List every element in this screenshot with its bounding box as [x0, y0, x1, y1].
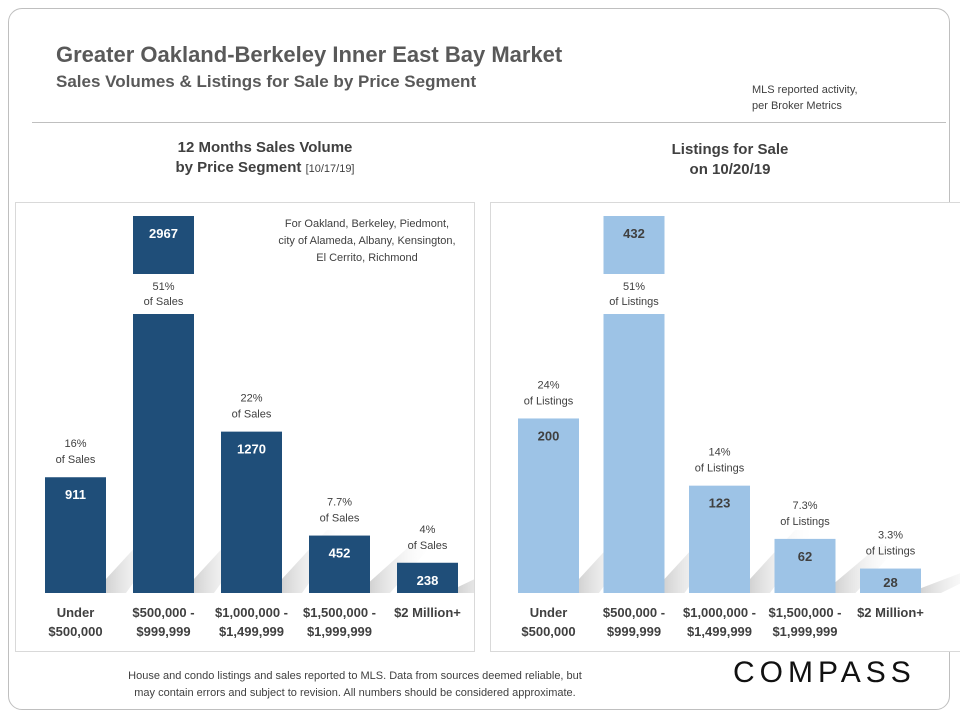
category-label-line1: $2 Million+	[857, 605, 924, 620]
sales-chart-title-line1: 12 Months Sales Volume	[177, 139, 353, 156]
share-label-text: of Listings	[866, 546, 916, 558]
bar-value-label: 2967	[149, 226, 178, 241]
bar	[133, 216, 194, 593]
page-title: Greater Oakland-Berkeley Inner East Bay …	[56, 42, 563, 67]
bar	[689, 485, 750, 593]
sales-chart: 16% of Sales 911 Under $500,000 51% of Sales 29…	[45, 216, 523, 639]
category-label-line2: $1,999,999	[307, 624, 372, 639]
category-label-line2: $500,000	[521, 624, 575, 639]
sales-chart-title: 12 Months Sales Volume by Price Segment …	[115, 138, 415, 179]
share-label-text: of Sales	[144, 296, 184, 308]
source-note: MLS reported activity, per Broker Metric…	[752, 82, 858, 114]
share-label-percent: 22%	[240, 393, 262, 405]
page-subtitle: Sales Volumes & Listings for Sale by Pri…	[56, 72, 477, 91]
category-label-line1: Under	[57, 605, 95, 620]
category-label-line2: $1,499,999	[687, 624, 752, 639]
share-label-text: of Listings	[780, 516, 830, 528]
bar	[860, 568, 921, 593]
bar-value-label: 432	[623, 226, 645, 241]
share-label-text: of Sales	[232, 409, 272, 421]
listings-chart-title-line1: Listings for Sale	[671, 141, 789, 158]
footer-line: may contain errors and subject to revisi…	[134, 687, 576, 699]
share-label-box	[125, 274, 202, 314]
share-label-percent: 4%	[420, 524, 436, 536]
bar-value-label: 62	[798, 549, 812, 564]
category-label-line1: $500,000 -	[132, 605, 194, 620]
sales-chart-panel: 16% of Sales 911 Under $500,000 51% of Sales 29…	[15, 202, 523, 652]
bar	[45, 477, 106, 593]
bar	[774, 538, 836, 593]
category-label-line1: $500,000 -	[603, 605, 665, 620]
category-label-line1: $1,000,000 -	[683, 605, 756, 620]
share-label-text: of Listings	[609, 296, 659, 308]
annotation-line: For Oakland, Berkeley, Piedmont,	[284, 218, 450, 230]
bar	[518, 418, 579, 593]
bar-shadow	[921, 573, 960, 593]
bar-value-label: 911	[65, 487, 86, 502]
share-label-percent: 16%	[64, 438, 86, 450]
share-label-text: of Listings	[695, 463, 745, 475]
bar-value-label: 28	[883, 575, 897, 590]
listings-chart-panel: 24% of Listings 200 Under $500,000 51% of List…	[490, 202, 960, 652]
sales-chart-annotation: For Oakland, Berkeley, Piedmont, city of…	[262, 216, 472, 267]
category-label-line1: $1,500,000 -	[768, 605, 841, 620]
listings-chart: 24% of Listings 200 Under $500,000 51% of List…	[518, 216, 960, 639]
share-label-text: of Sales	[320, 513, 360, 525]
category-label-line1: Under	[530, 605, 568, 620]
compass-logo: COMPASS	[733, 656, 916, 689]
footer-line: House and condo listings and sales repor…	[128, 670, 582, 682]
category-label-line1: $1,500,000 -	[303, 605, 376, 620]
share-label-percent: 3.3%	[878, 530, 903, 542]
share-label-text: of Listings	[524, 395, 574, 407]
annotation-line: city of Alameda, Albany, Kensington,	[278, 235, 456, 247]
source-note-line: MLS reported activity,	[752, 84, 858, 96]
bar-shadow	[458, 565, 523, 593]
category-label-line2: $1,499,999	[219, 624, 284, 639]
share-label-text: of Sales	[408, 540, 448, 552]
annotation-line: El Cerrito, Richmond	[316, 252, 418, 264]
share-label-text: of Sales	[56, 454, 96, 466]
sales-chart-title-line2: by Price Segment [10/17/19]	[115, 158, 415, 179]
share-label-percent: 14%	[708, 447, 730, 459]
share-label-percent: 24%	[537, 379, 559, 391]
share-label-percent: 7.7%	[327, 497, 352, 509]
bar	[397, 562, 458, 593]
listings-chart-title-line2: on 10/20/19	[689, 161, 771, 178]
category-label-line2: $999,999	[607, 624, 661, 639]
bar-value-label: 1270	[237, 442, 266, 457]
category-label-line2: $999,999	[136, 624, 190, 639]
listings-chart-title: Listings for Sale on 10/20/19	[590, 140, 870, 180]
bar-value-label: 123	[709, 496, 731, 511]
share-label-box	[595, 274, 673, 314]
header-divider	[32, 122, 946, 123]
category-label-line2: $1,999,999	[772, 624, 837, 639]
bar	[603, 216, 665, 593]
category-label-line1: $1,000,000 -	[215, 605, 288, 620]
category-label-line2: $500,000	[48, 624, 102, 639]
bar	[221, 431, 282, 593]
bar-value-label: 238	[417, 573, 439, 588]
bar-value-label: 200	[538, 428, 560, 443]
bar	[309, 535, 370, 593]
sales-chart-title-text: by Price Segment	[175, 159, 302, 176]
category-label-line1: $2 Million+	[394, 605, 461, 620]
source-note-line: per Broker Metrics	[752, 100, 842, 112]
share-label-percent: 51%	[152, 281, 174, 293]
sales-chart-date: [10/17/19]	[305, 163, 355, 175]
footer-disclaimer: House and condo listings and sales repor…	[60, 668, 650, 702]
share-label-percent: 7.3%	[792, 500, 817, 512]
share-label-percent: 51%	[623, 281, 645, 293]
bar-value-label: 452	[329, 546, 351, 561]
